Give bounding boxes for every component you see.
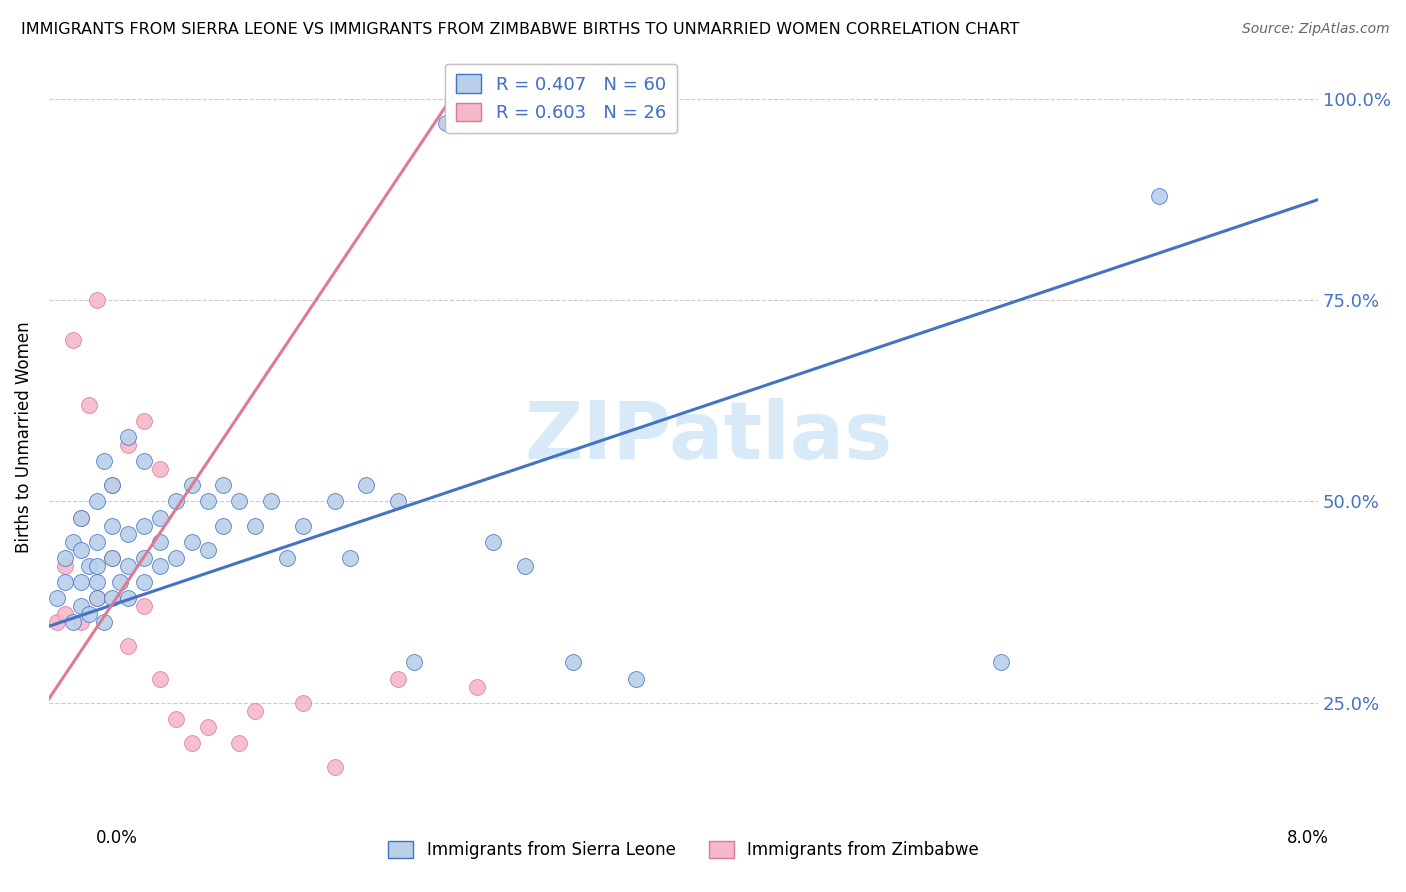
Point	[69, 542, 91, 557]
Point	[323, 494, 346, 508]
Point	[117, 591, 139, 605]
Point	[62, 334, 84, 348]
Point	[990, 656, 1012, 670]
Point	[356, 478, 378, 492]
Point	[323, 760, 346, 774]
Point	[149, 558, 172, 573]
Point	[228, 494, 250, 508]
Point	[387, 672, 409, 686]
Point	[245, 518, 267, 533]
Point	[86, 574, 108, 589]
Point	[101, 478, 124, 492]
Point	[165, 550, 187, 565]
Point	[134, 599, 156, 614]
Text: 0.0%: 0.0%	[96, 829, 138, 847]
Point	[101, 550, 124, 565]
Point	[260, 494, 283, 508]
Point	[62, 615, 84, 630]
Point	[86, 591, 108, 605]
Point	[77, 607, 100, 622]
Point	[165, 494, 187, 508]
Point	[134, 454, 156, 468]
Point	[149, 672, 172, 686]
Point	[53, 574, 76, 589]
Point	[86, 494, 108, 508]
Point	[149, 462, 172, 476]
Point	[180, 736, 202, 750]
Point	[1149, 188, 1171, 202]
Point	[212, 478, 235, 492]
Point	[69, 574, 91, 589]
Point	[339, 550, 361, 565]
Point	[197, 494, 219, 508]
Point	[62, 534, 84, 549]
Point	[117, 438, 139, 452]
Text: 8.0%: 8.0%	[1286, 829, 1329, 847]
Point	[117, 430, 139, 444]
Point	[117, 640, 139, 654]
Point	[180, 534, 202, 549]
Point	[212, 518, 235, 533]
Point	[291, 518, 314, 533]
Point	[276, 550, 298, 565]
Point	[53, 558, 76, 573]
Point	[69, 599, 91, 614]
Point	[228, 736, 250, 750]
Point	[402, 656, 425, 670]
Text: IMMIGRANTS FROM SIERRA LEONE VS IMMIGRANTS FROM ZIMBABWE BIRTHS TO UNMARRIED WOM: IMMIGRANTS FROM SIERRA LEONE VS IMMIGRAN…	[21, 22, 1019, 37]
Point	[53, 607, 76, 622]
Point	[624, 672, 647, 686]
Point	[86, 293, 108, 308]
Point	[387, 494, 409, 508]
Point	[45, 615, 67, 630]
Point	[77, 398, 100, 412]
Legend: R = 0.407   N = 60, R = 0.603   N = 26: R = 0.407 N = 60, R = 0.603 N = 26	[446, 63, 676, 133]
Point	[117, 558, 139, 573]
Point	[93, 615, 115, 630]
Point	[86, 591, 108, 605]
Point	[180, 478, 202, 492]
Point	[245, 704, 267, 718]
Y-axis label: Births to Unmarried Women: Births to Unmarried Women	[15, 321, 32, 553]
Point	[561, 656, 583, 670]
Point	[149, 510, 172, 524]
Point	[434, 116, 457, 130]
Point	[465, 680, 488, 694]
Point	[450, 116, 472, 130]
Point	[110, 574, 132, 589]
Point	[197, 720, 219, 734]
Point	[101, 518, 124, 533]
Point	[86, 558, 108, 573]
Point	[291, 696, 314, 710]
Point	[134, 414, 156, 428]
Text: Source: ZipAtlas.com: Source: ZipAtlas.com	[1241, 22, 1389, 37]
Point	[53, 550, 76, 565]
Point	[197, 542, 219, 557]
Point	[101, 591, 124, 605]
Point	[165, 712, 187, 726]
Point	[77, 558, 100, 573]
Point	[69, 510, 91, 524]
Point	[69, 510, 91, 524]
Point	[69, 615, 91, 630]
Point	[101, 478, 124, 492]
Point	[101, 550, 124, 565]
Point	[117, 526, 139, 541]
Point	[86, 534, 108, 549]
Point	[134, 518, 156, 533]
Point	[93, 454, 115, 468]
Point	[45, 591, 67, 605]
Point	[149, 534, 172, 549]
Point	[134, 550, 156, 565]
Point	[513, 558, 536, 573]
Point	[482, 534, 505, 549]
Point	[134, 574, 156, 589]
Text: ZIPatlas: ZIPatlas	[524, 398, 893, 476]
